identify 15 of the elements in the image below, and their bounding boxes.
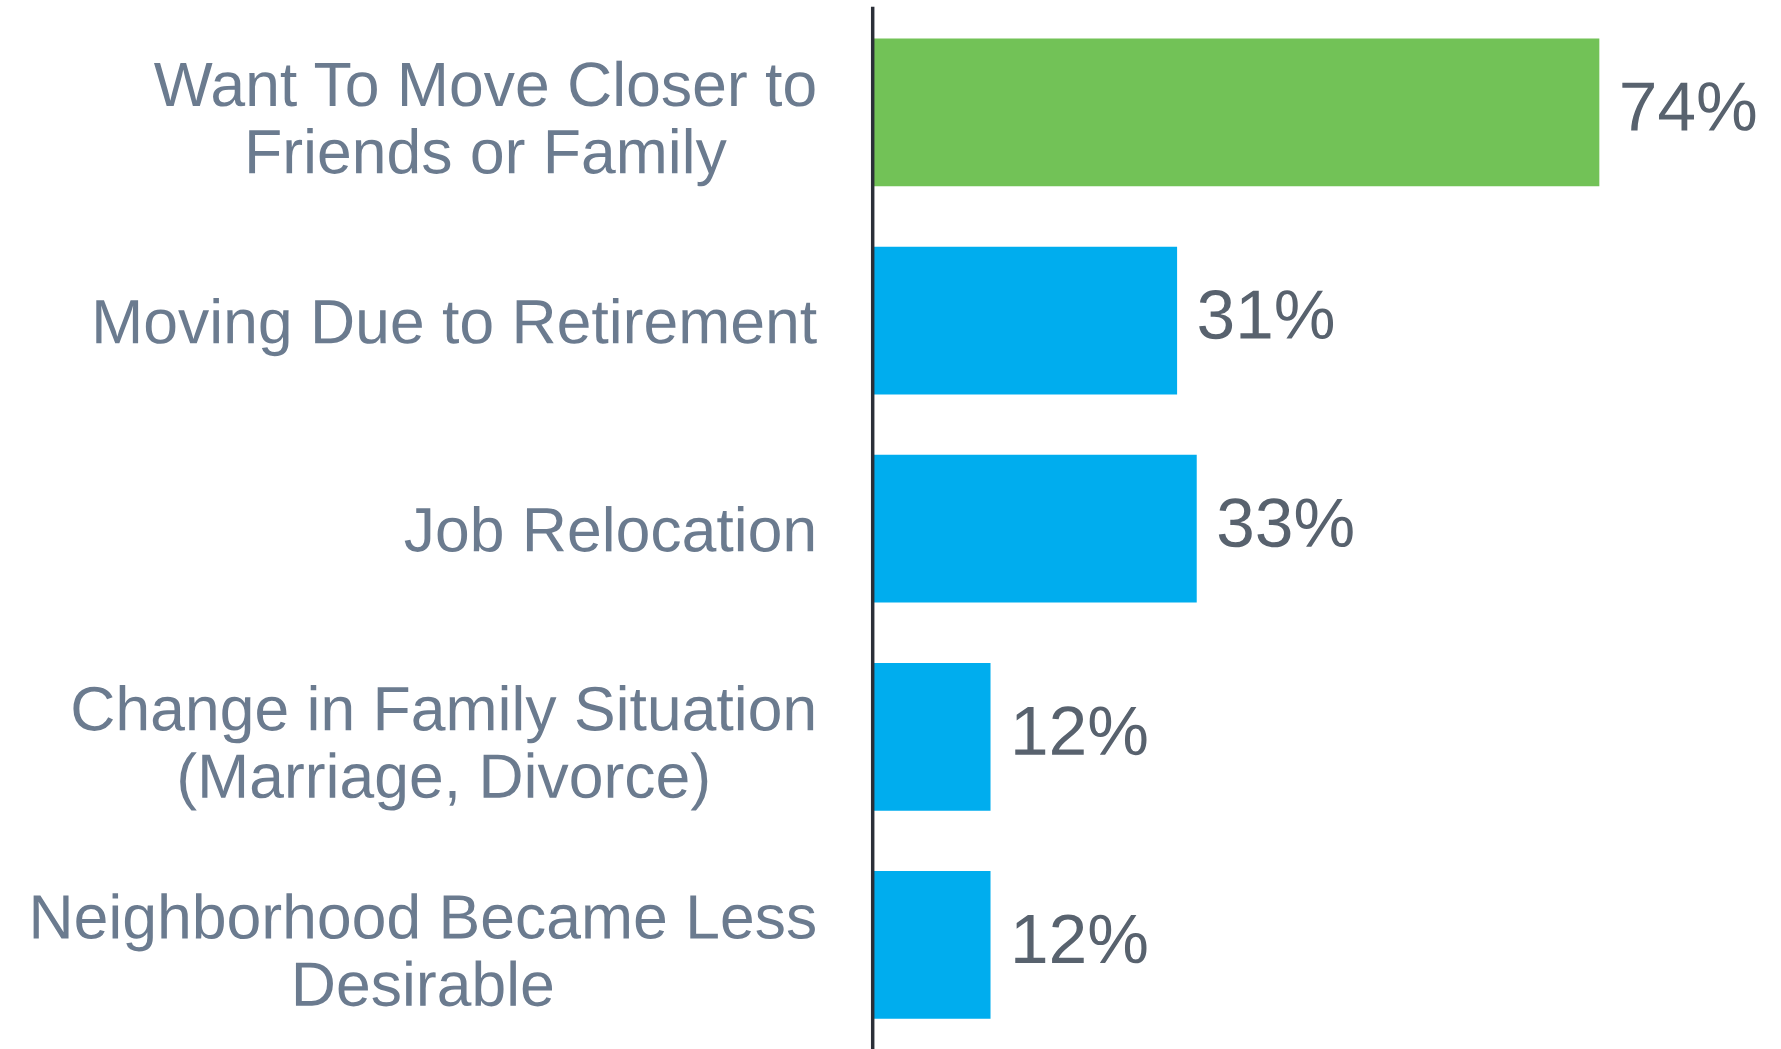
y-tick-label: Job Relocation [404, 506, 814, 552]
bar [872, 662, 991, 811]
bar [872, 871, 991, 1019]
data-label: 12% [1015, 706, 1147, 756]
bar [872, 246, 1178, 395]
y-tick-label: Want To Move Closer to Friends or Family [154, 60, 815, 187]
data-label: 12% [1015, 914, 1147, 964]
y-tick-label: Moving Due to Retirement [96, 297, 817, 357]
data-label: 31% [1199, 290, 1334, 340]
y-tick-label: Neighborhood Became Less Desirable [33, 893, 815, 1007]
bar [872, 38, 1600, 187]
y-tick-label: Change in Family Situation (Marriage, Divorce) [73, 685, 814, 811]
bar [872, 454, 1197, 603]
data-label: 33% [1218, 498, 1353, 548]
data-label: 74% [1622, 82, 1756, 131]
